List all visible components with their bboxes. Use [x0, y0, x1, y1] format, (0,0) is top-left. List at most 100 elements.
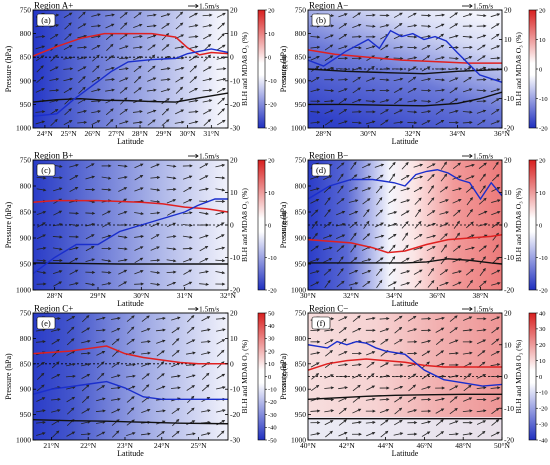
wind-vector	[310, 352, 320, 355]
wind-vector-head	[87, 351, 91, 355]
wind-vector	[449, 420, 458, 425]
wind-vector-head	[83, 45, 88, 49]
wind-vector-head	[221, 222, 225, 226]
wind-vector	[201, 373, 210, 380]
wind-vector	[216, 328, 225, 332]
wind-vector	[492, 162, 499, 170]
wind-vector	[338, 419, 347, 426]
wind-vector-head	[316, 409, 321, 413]
wind-vector-head	[455, 56, 459, 60]
wind-vector-head	[372, 45, 376, 49]
wind-vector-head	[469, 279, 473, 284]
wind-vector	[435, 338, 444, 346]
wind-vector-head	[367, 163, 372, 167]
ytick-label: 850	[20, 208, 32, 217]
wind-vector	[182, 235, 192, 238]
wind-vector-head	[440, 44, 445, 48]
wind-vector-head	[117, 397, 121, 401]
wind-vector	[435, 350, 444, 357]
wind-vector-head	[102, 409, 106, 413]
xtick-label: 32°N	[343, 291, 359, 300]
colorbar-tick-label: -20	[539, 287, 548, 294]
wind-vector-head	[188, 269, 193, 273]
wind-vector	[413, 246, 423, 251]
wind-vector	[491, 98, 500, 104]
right-tick-label: 20	[504, 156, 512, 165]
wind-vector	[379, 68, 389, 70]
wind-vector	[36, 259, 46, 262]
wind-vector-head	[343, 407, 347, 411]
ytick-label: 800	[20, 29, 32, 38]
wind-vector-head	[194, 24, 199, 28]
wind-vector-head	[162, 385, 166, 389]
wind-vector-head	[386, 67, 390, 71]
wind-vector	[477, 44, 486, 51]
wind-vector-head	[207, 328, 211, 332]
wind-vector-head	[354, 221, 358, 225]
wind-vector-head	[71, 326, 75, 330]
wind-vector-head	[380, 246, 385, 250]
wind-vector-head	[413, 373, 417, 377]
wind-vector-head	[330, 398, 335, 402]
wind-vector	[66, 363, 75, 367]
wind-vector	[188, 46, 198, 50]
wind-vector	[50, 119, 58, 127]
wind-vector-head	[152, 119, 156, 123]
wind-vector	[215, 188, 225, 191]
wind-vector	[182, 175, 192, 180]
wind-vector-head	[469, 120, 473, 124]
o3-line	[308, 358, 502, 371]
wind-vector-head	[469, 208, 473, 213]
wind-vector	[216, 409, 225, 413]
wind-vector-head	[469, 432, 473, 436]
wind-vector-head	[482, 66, 487, 70]
right-tick-label: 10	[504, 188, 512, 197]
wind-vector-head	[153, 88, 157, 92]
wind-vector-head	[181, 45, 185, 49]
wind-vector-head	[344, 88, 348, 92]
wind-vector	[388, 186, 396, 194]
wind-vector-head	[189, 247, 193, 251]
wind-vector-head	[327, 208, 331, 213]
wind-vector-head	[483, 409, 487, 413]
wind-vector-head	[470, 221, 474, 225]
wind-vector	[36, 55, 44, 62]
wind-vector-head	[380, 234, 385, 238]
wind-vector-head	[354, 210, 359, 214]
xtick-label: 32°N	[405, 129, 421, 138]
wind-vector	[407, 100, 417, 103]
wind-vector-head	[156, 246, 160, 250]
right-tick-label: -20	[504, 124, 514, 133]
xtick-label: 28°N	[47, 291, 63, 300]
wind-vector	[199, 188, 209, 191]
wind-vector-head	[82, 23, 87, 27]
wind-vector	[449, 375, 458, 378]
wind-vector-head	[454, 407, 458, 411]
wind-vector	[408, 384, 416, 392]
wind-vector-head	[156, 200, 161, 204]
right-tick-label: 0	[504, 65, 508, 74]
wind-vector-head	[83, 109, 88, 113]
wind-vector-head	[222, 386, 226, 389]
wind-vector	[414, 280, 422, 288]
wind-vector-head	[42, 211, 47, 214]
ytick-label: 900	[295, 385, 307, 394]
wind-vector-head	[469, 421, 473, 425]
wind-vector	[439, 199, 449, 204]
wind-vector	[156, 431, 165, 438]
wind-vector	[374, 235, 384, 239]
wind-vector-head	[192, 351, 196, 355]
wind-vector	[166, 199, 176, 204]
wind-vector	[69, 164, 79, 168]
wind-vector-head	[188, 175, 193, 179]
wind-vector-head	[458, 270, 462, 274]
wind-vector-head	[470, 268, 474, 272]
wind-vector-head	[469, 35, 473, 39]
wind-vector-head	[328, 258, 333, 261]
wind-vector	[117, 176, 127, 179]
wind-vector	[366, 373, 375, 380]
wind-vector-head	[97, 88, 101, 92]
wind-vector-head	[413, 315, 417, 319]
wind-vector	[66, 431, 75, 437]
wind-vector-head	[341, 245, 345, 249]
